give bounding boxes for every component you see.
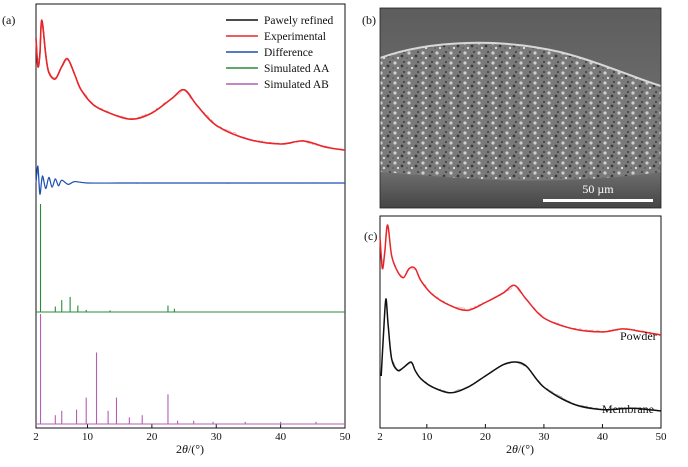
panel-a-frame — [35, 3, 346, 429]
series-line-powder — [379, 224, 662, 336]
legend-label: Difference — [264, 47, 313, 59]
x-tick-label: 30 — [211, 431, 223, 443]
x-tick-label: 20 — [480, 431, 492, 443]
legend-label: Pawely refined — [264, 15, 334, 27]
membrane-label: Membrane — [602, 402, 654, 416]
x-tick-label: 50 — [340, 431, 352, 443]
series-line-pawely-refined — [35, 19, 76, 80]
series-line-membrane — [380, 298, 662, 412]
panel-a-curves — [35, 19, 346, 425]
x-tick-label: 10 — [82, 431, 94, 443]
x-tick-label: 40 — [275, 431, 287, 443]
legend-label: Simulated AB — [264, 79, 329, 91]
panel-c-curves — [379, 224, 662, 412]
x-tick-label: 2 — [377, 431, 383, 443]
series-line-difference — [35, 165, 345, 195]
x-tick-label: 20 — [146, 431, 158, 443]
series-noise-powder — [379, 225, 662, 336]
scale-bar — [543, 199, 653, 202]
legend-label: Experimental — [264, 31, 326, 43]
panel-a-legend: Pawely refined Experimental Difference Simu… — [226, 15, 334, 91]
powder-label: Powder — [620, 329, 657, 343]
scale-bar-label: 50 µm — [582, 182, 614, 196]
series-noise-membrane — [380, 299, 662, 412]
panel-c-tag: (c) — [364, 229, 377, 243]
x-tick-label: 2 — [33, 431, 39, 443]
panel-a-x-ticks: 2 10 20 30 40 50 — [33, 424, 351, 443]
series-noise-difference — [35, 170, 346, 193]
x-tick-label: 10 — [421, 431, 433, 443]
series-noise-experimental — [35, 22, 346, 150]
x-tick-label: 40 — [597, 431, 609, 443]
x-tick-label: 50 — [656, 431, 668, 443]
panel-c-frame — [379, 215, 662, 429]
x-tick-label: 30 — [538, 431, 550, 443]
panel-b-tag: (b) — [362, 13, 376, 27]
legend-label: Simulated AA — [264, 63, 330, 75]
panel-c-x-axis-title: 2θ/(°) — [506, 442, 534, 456]
panel-c-x-ticks: 2 10 20 30 40 50 — [377, 424, 667, 443]
panel-a-tag: (a) — [2, 13, 15, 27]
sem-image — [379, 7, 662, 209]
panel-a-x-axis-title: 2θ/(°) — [176, 442, 204, 456]
